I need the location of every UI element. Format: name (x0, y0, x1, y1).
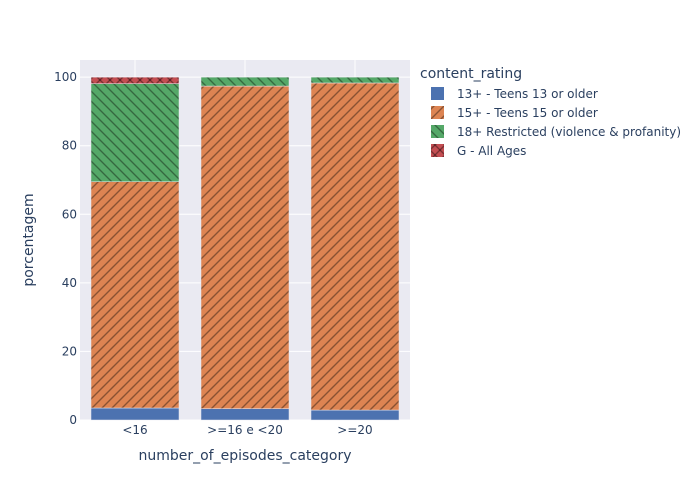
y-axis-title: porcentagem (21, 193, 37, 286)
x-axis-title: number_of_episodes_category (138, 448, 351, 464)
bars (90, 76, 400, 421)
x-axis: <16 >=16 e <20 >=20 (122, 423, 372, 437)
legend-item-15-teens-15-or-older[interactable]: 15+ - Teens 15 or older (431, 106, 598, 120)
bar-18-restricted-violence-profanity-16 (90, 83, 180, 182)
legend-swatch-15-teens-15-or-older (431, 106, 444, 119)
bar-18-restricted-violence-profanity-20 (310, 76, 400, 84)
x-tick-label-2: >=20 (337, 423, 372, 437)
y-tick-label-100: 100 (54, 70, 77, 84)
y-tick-label-40: 40 (62, 276, 77, 290)
bar-13-teens-13-or-older-16-e-20 (200, 408, 290, 421)
legend-label-g-all-ages: G - All Ages (457, 144, 526, 158)
y-tick-label-80: 80 (62, 139, 77, 153)
y-axis: 0 20 40 60 80 100 (54, 70, 77, 427)
legend-label-13-teens-13-or-older: 13+ - Teens 13 or older (457, 87, 598, 101)
legend: content_rating 13+ - Teens 13 or older 15… (420, 66, 681, 158)
bar-15-teens-15-or-older-16-e-20 (200, 85, 290, 409)
y-tick-label-60: 60 (62, 207, 77, 221)
legend-label-15-teens-15-or-older: 15+ - Teens 15 or older (457, 106, 598, 120)
legend-item-18-restricted-violence-profanity[interactable]: 18+ Restricted (violence & profanity) (431, 125, 681, 139)
bar-13-teens-13-or-older-16 (90, 407, 180, 421)
bar-15-teens-15-or-older-16 (90, 181, 180, 409)
legend-swatch-18-restricted-violence-profanity (431, 125, 444, 138)
legend-label-18-restricted-violence-profanity: 18+ Restricted (violence & profanity) (457, 125, 681, 139)
y-tick-label-20: 20 (62, 344, 77, 358)
bar-13-teens-13-or-older-20 (310, 409, 400, 421)
bar-15-teens-15-or-older-20 (310, 82, 400, 411)
y-tick-label-0: 0 (69, 413, 77, 427)
x-tick-label-0: <16 (122, 423, 147, 437)
legend-swatch-g-all-ages (431, 144, 444, 157)
legend-swatch-13-teens-13-or-older (431, 87, 444, 100)
bar-g-all-ages-16 (90, 76, 180, 84)
x-tick-label-1: >=16 e <20 (207, 423, 283, 437)
legend-title: content_rating (420, 66, 522, 82)
bar-18-restricted-violence-profanity-16-e-20 (200, 76, 290, 87)
legend-item-13-teens-13-or-older[interactable]: 13+ - Teens 13 or older (431, 87, 598, 101)
legend-item-g-all-ages[interactable]: G - All Ages (431, 144, 526, 158)
